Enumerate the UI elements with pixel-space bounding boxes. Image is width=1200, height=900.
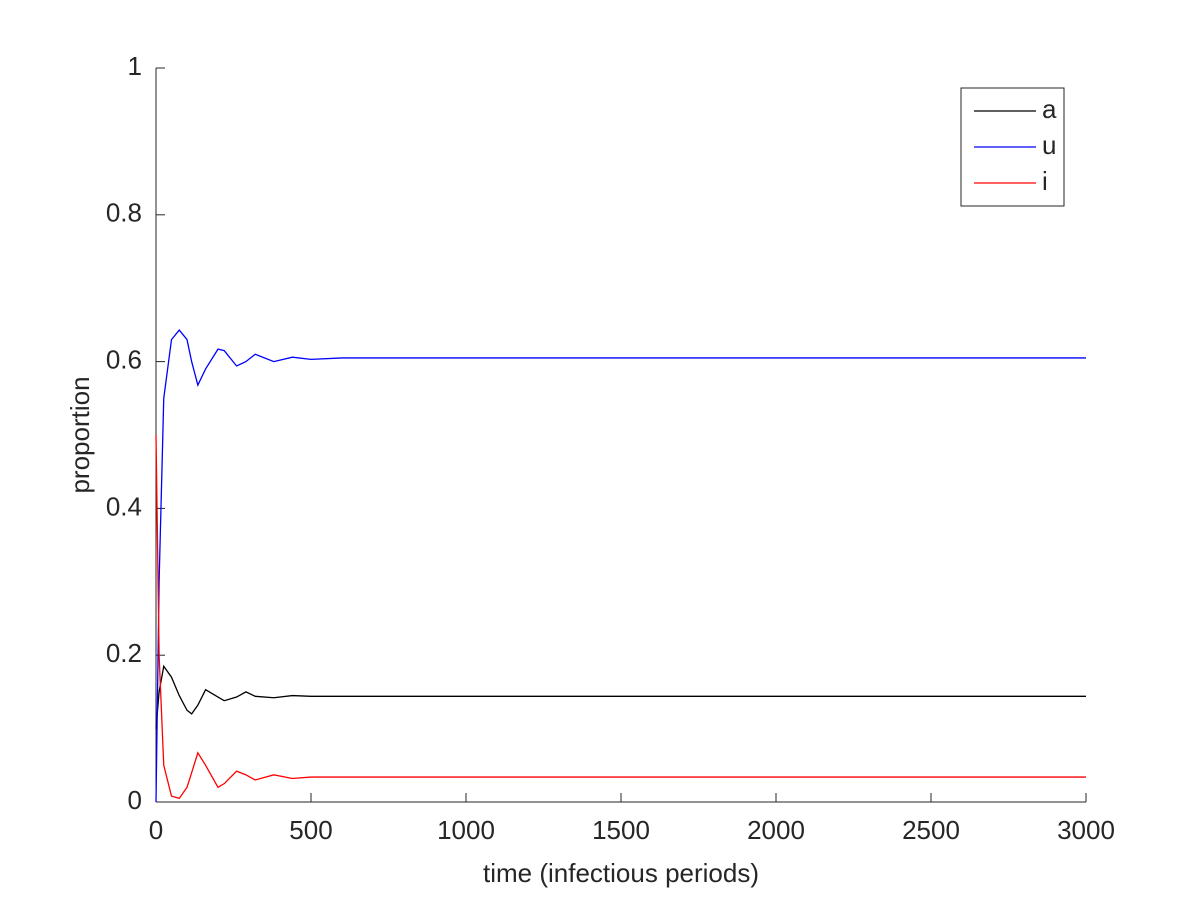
- y-tick-label: 0.4: [106, 491, 142, 521]
- legend-label: i: [1042, 166, 1048, 196]
- y-tick-label: 1: [128, 51, 142, 81]
- legend-label: u: [1042, 130, 1056, 160]
- y-tick-label: 0: [128, 785, 142, 815]
- series-line: [155, 664, 1086, 729]
- x-tick-label: 2000: [747, 815, 805, 845]
- legend-label: a: [1042, 94, 1057, 124]
- y-tick-label: 0.6: [106, 344, 142, 374]
- series-line: [155, 434, 1086, 800]
- x-axis-label: time (infectious periods): [483, 858, 759, 888]
- x-tick-label: 500: [289, 815, 332, 845]
- y-axis-label: proportion: [65, 376, 95, 493]
- x-tick-label: 1500: [592, 815, 650, 845]
- series-line: [155, 329, 1086, 803]
- x-tick-label: 3000: [1057, 815, 1115, 845]
- x-tick-label: 2500: [902, 815, 960, 845]
- y-tick-label: 0.8: [106, 198, 142, 228]
- x-tick-label: 0: [149, 815, 163, 845]
- x-tick-label: 1000: [437, 815, 495, 845]
- y-tick-label: 0.2: [106, 638, 142, 668]
